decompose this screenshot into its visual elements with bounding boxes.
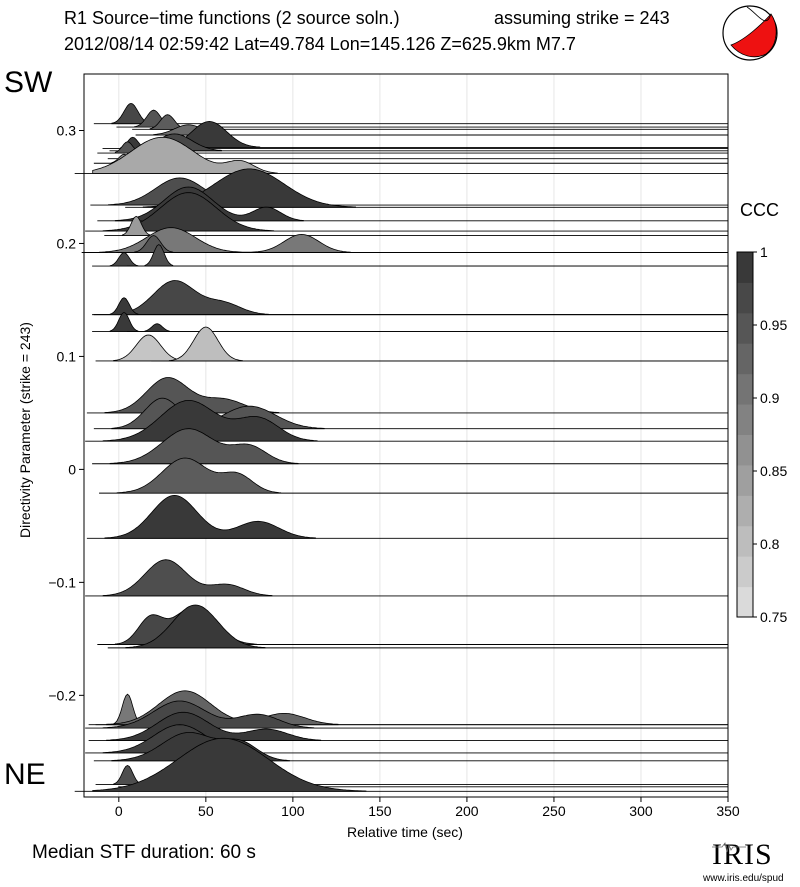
colorbar-segment — [737, 586, 753, 618]
focal-mechanism-beachball — [722, 5, 778, 61]
plot-title: R1 Source−time functions (2 source soln.… — [64, 8, 400, 28]
stf-trace — [109, 297, 139, 315]
plot-frame — [83, 73, 729, 798]
stf-trace — [134, 235, 174, 253]
stf-trace — [121, 215, 151, 236]
colorbar-segment — [737, 525, 753, 557]
colorbar-tick-label: 1 — [760, 244, 768, 260]
stf-trace — [144, 244, 174, 267]
event-info: 2012/08/14 02:59:42 Lat=49.784 Lon=145.1… — [64, 34, 576, 54]
stf-traces — [74, 102, 728, 792]
colorbar-frame — [736, 251, 754, 618]
colorbar-tick-label: 0.75 — [760, 609, 787, 625]
x-tick-label: 200 — [455, 803, 479, 819]
colorbar-title: CCC — [740, 200, 779, 220]
stf-trace — [92, 136, 278, 174]
median-duration: Median STF duration: 60 s — [32, 842, 256, 863]
stf-trace — [113, 334, 184, 362]
x-tick-label: 300 — [629, 803, 653, 819]
stf-trace — [109, 311, 139, 332]
colorbar-tick-label: 0.8 — [760, 536, 780, 552]
x-tick-label: 150 — [368, 803, 392, 819]
beachball-nodal-plane — [746, 6, 772, 22]
ne-label: NE — [4, 758, 46, 791]
colorbar-segment — [737, 282, 753, 314]
stf-trace — [102, 559, 273, 597]
iris-seismogram-icon — [712, 842, 746, 853]
stf-trace — [92, 737, 367, 792]
y-tick-label: 0 — [68, 461, 76, 477]
stf-trace — [111, 280, 269, 315]
strike-note: assuming strike = 243 — [494, 8, 670, 28]
x-tick-label: 350 — [716, 803, 740, 819]
iris-url: www.iris.edu/spud — [703, 873, 784, 884]
colorbar-segment — [737, 464, 753, 496]
y-tick-label: −0.2 — [48, 687, 76, 703]
colorbar-tick-label: 0.85 — [760, 463, 787, 479]
y-tick-label: −0.1 — [48, 574, 76, 590]
x-tick-label: 250 — [542, 803, 566, 819]
stf-trace — [102, 400, 318, 442]
y-axis: −0.2 −0.1 0 0.1 0.2 0.3 — [48, 122, 84, 703]
colorbar-tick-label: 0.95 — [760, 317, 787, 333]
x-tick-label: 0 — [115, 803, 123, 819]
colorbar-segment — [737, 556, 753, 588]
ccc-colorbar: 0.75 0.8 0.85 0.9 0.95 1 — [736, 244, 787, 625]
y-tick-label: 0.2 — [57, 235, 77, 251]
stf-trace — [102, 700, 315, 729]
stf-trace — [113, 764, 142, 785]
x-axis-label: Relative time (sec) — [347, 824, 463, 840]
stf-trace — [144, 323, 170, 332]
colorbar-segment — [737, 343, 753, 375]
x-tick-label: 100 — [281, 803, 305, 819]
colorbar-segment — [737, 252, 753, 283]
stf-trace — [109, 252, 139, 267]
colorbar-segment — [737, 404, 753, 435]
colorbar-segment — [737, 434, 753, 466]
stf-trace — [168, 326, 243, 362]
y-tick-label: 0.1 — [57, 348, 77, 364]
stf-trace — [104, 494, 316, 539]
y-axis-label: Directivity Parameter (strike = 243) — [17, 322, 33, 538]
stf-trace — [116, 457, 282, 494]
x-axis: 0 50 100 150 200 250 300 350 — [115, 797, 740, 819]
y-tick-label: 0.3 — [57, 122, 77, 138]
sw-label: SW — [4, 66, 53, 99]
stf-trace — [125, 604, 266, 649]
iris-logo: IRIS — [712, 838, 773, 871]
x-tick-label: 50 — [198, 803, 214, 819]
colorbar-segment — [737, 373, 753, 405]
colorbar-segment — [737, 495, 753, 527]
colorbar-tick-label: 0.9 — [760, 390, 780, 406]
beachball-compressional-quadrant — [730, 13, 777, 58]
colorbar-segment — [737, 312, 753, 344]
stf-trace — [109, 428, 299, 465]
